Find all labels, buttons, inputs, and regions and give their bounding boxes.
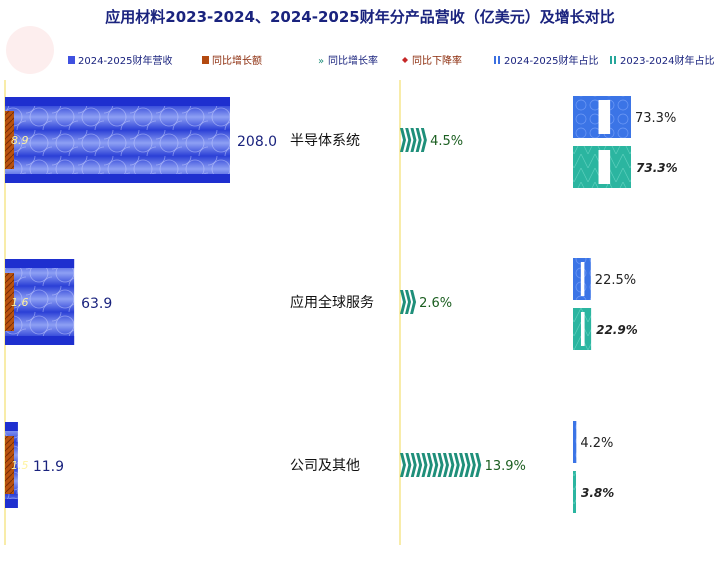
legend-swatch-revenue: [68, 56, 75, 64]
growth-rate-mark: [421, 453, 428, 477]
revenue-label: 208.0: [237, 134, 277, 150]
growth-rate-mark: [410, 453, 417, 477]
share-2025-label: 73.3%: [635, 111, 676, 126]
growth-rate-mark: [426, 453, 433, 477]
legend-label-growth_rate: 同比增长率: [328, 54, 378, 67]
growth-rate-mark: [415, 128, 422, 152]
legend-swatch-increase: [202, 56, 209, 64]
share-2024-bar-gap: [598, 150, 611, 184]
growth-rate-mark: [448, 453, 455, 477]
growth-rate-mark: [410, 128, 417, 152]
share-2025-label: 22.5%: [595, 273, 636, 288]
revenue-bar: [5, 259, 75, 345]
legend-label-share_2024: 2023-2024财年占比: [620, 54, 715, 67]
legend-label-revenue: 2024-2025财年营收: [78, 54, 173, 67]
growth-rate-mark: [405, 128, 412, 152]
legend-swatch-share_2025: [494, 56, 496, 64]
share-2025-label: 4.2%: [580, 436, 613, 451]
row-2: 1.6 63.9 应用全球服务 2.6% 22.5% 22.9%: [5, 258, 638, 350]
growth-rate-mark: [400, 128, 406, 152]
category-label: 应用全球服务: [290, 294, 374, 311]
growth-rate-mark: [469, 453, 476, 477]
share-2025-bar-gap: [598, 100, 611, 134]
legend: 2024-2025财年营收 同比增长额 » 同比增长率 同比下降率 2024-2025财年…: [68, 54, 715, 67]
revenue-bar-edge-top: [5, 259, 75, 268]
logo-watermark: [6, 26, 54, 74]
growth-rate-mark: [453, 453, 460, 477]
growth-rate-mark: [459, 453, 466, 477]
legend-label-decline_rate: 同比下降率: [412, 54, 462, 67]
legend-swatch-growth_rate: »: [318, 56, 324, 67]
share-2024-bar: [573, 471, 577, 513]
share-2024-label: 3.8%: [581, 486, 614, 500]
increase-bar: [5, 436, 14, 494]
chart-rows: 8.9 208.0 半导体系统 4.5% 73.3% 73.3% 1.6 63.9 应用全球服务…: [5, 96, 678, 513]
revenue-bar-edge-bottom: [5, 336, 75, 345]
growth-rate-label: 4.5%: [430, 134, 463, 149]
share-2025-bar: [573, 421, 577, 463]
share-2025-bar-gap: [580, 262, 585, 296]
growth-rate-mark: [437, 453, 444, 477]
chart-title: 应用材料2023-2024、2024-2025财年分产品营收（亿美元）及增长对比: [105, 8, 614, 26]
growth-rate-mark: [405, 453, 412, 477]
growth-rate-mark: [442, 453, 449, 477]
growth-rate-mark: [464, 453, 471, 477]
growth-rate-label: 13.9%: [485, 459, 526, 474]
growth-rate-mark: [410, 290, 417, 314]
growth-rate-mark: [416, 453, 423, 477]
legend-label-share_2025: 2024-2025财年占比: [504, 54, 599, 67]
share-2024-label: 22.9%: [596, 323, 638, 337]
revenue-bar-edge-top: [5, 422, 18, 431]
revenue-label: 11.9: [33, 459, 64, 475]
growth-rate-mark: [420, 128, 427, 152]
revenue-bar: [5, 97, 230, 183]
increase-label: 1.5: [11, 459, 29, 472]
legend-label-increase: 同比增长额: [212, 54, 262, 67]
growth-rate-mark: [400, 453, 406, 477]
increase-bar: [5, 111, 14, 169]
share-2024-label: 73.3%: [636, 161, 678, 175]
growth-rate-label: 2.6%: [419, 296, 452, 311]
revenue-label: 63.9: [81, 296, 112, 312]
row-3: 1.5 11.9 公司及其他 13.9% 4.2% 3.8%: [5, 421, 614, 513]
category-label: 半导体系统: [290, 133, 360, 149]
share-2024-bar-gap: [580, 312, 585, 346]
revenue-bar-edge-top: [5, 97, 230, 106]
increase-label: 1.6: [11, 296, 29, 309]
growth-rate-mark: [405, 290, 412, 314]
legend-swatch-share_2024: [610, 56, 612, 64]
increase-label: 8.9: [11, 134, 29, 147]
row-1: 8.9 208.0 半导体系统 4.5% 73.3% 73.3%: [5, 96, 678, 188]
revenue-bar-edge-bottom: [5, 174, 230, 183]
increase-bar: [5, 273, 14, 331]
legend-swatch-decline_rate: [402, 57, 408, 63]
revenue-bar-edge-bottom: [5, 499, 18, 508]
growth-rate-mark: [475, 453, 482, 477]
growth-rate-mark: [400, 290, 406, 314]
category-label: 公司及其他: [290, 458, 360, 474]
growth-rate-mark: [432, 453, 439, 477]
